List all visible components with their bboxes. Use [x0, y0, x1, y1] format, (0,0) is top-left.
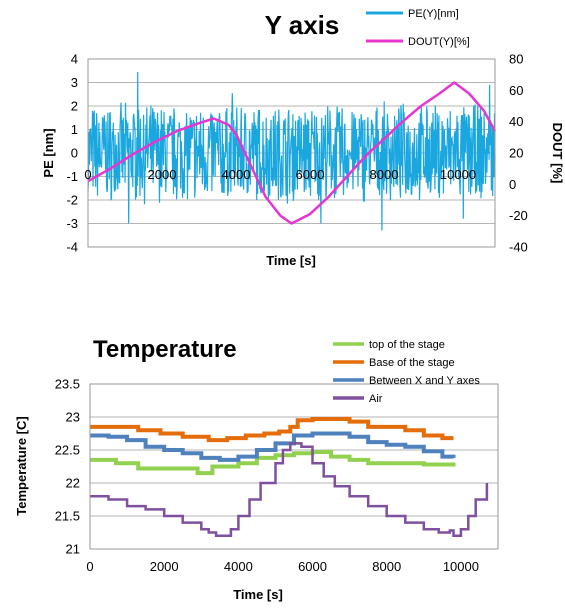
legend-label-between-axes: Between X and Y axes: [369, 375, 480, 387]
series-line-dout: [87, 81, 497, 225]
series-layer: [90, 417, 489, 538]
legend-label-air: Air: [369, 393, 383, 405]
legend: PE(Y)[nm] DOUT(Y)[%]: [366, 8, 470, 48]
x-axis-label: Time [s]: [233, 587, 283, 602]
y-tick-label: 4: [71, 52, 78, 67]
x-tick-label: 0: [86, 559, 93, 574]
y2-tick-label: -20: [509, 208, 528, 223]
legend-label-pe: PE(Y)[nm]: [408, 8, 459, 20]
x-tick-label: 8000: [372, 559, 401, 574]
y2-tick-label: 60: [509, 83, 523, 98]
plot-area-frame: [87, 58, 496, 248]
y-tick-label: -2: [66, 193, 78, 208]
x-tick-label: 4000: [224, 559, 253, 574]
chart-title: Temperature: [93, 336, 237, 363]
y2-tick-labels: -40 -20 0 20 40 60 80: [509, 52, 528, 255]
y-tick-label: -4: [66, 240, 78, 255]
y-tick-label: 2: [71, 99, 78, 114]
x-axis-label: Time [s]: [266, 253, 316, 268]
y2-tick-label: 0: [509, 177, 516, 192]
x-tick-label: 10000: [440, 167, 476, 182]
y-tick-label: 0: [71, 146, 78, 161]
y-tick-label: -3: [66, 216, 78, 231]
x-tick-label: 6000: [298, 559, 327, 574]
x-tick-label: 6000: [296, 167, 325, 182]
y-tick-label: 21.5: [55, 509, 80, 524]
y-tick-label: 23: [66, 410, 80, 425]
y-tick-label: 21: [66, 542, 80, 557]
x-tick-label: 8000: [370, 167, 399, 182]
series-layer: [87, 71, 497, 231]
y-tick-labels: 21 21.5 22 22.5 23 23.5: [55, 377, 80, 557]
x-tick-label: 4000: [222, 167, 251, 182]
y2-tick-label: 20: [509, 146, 523, 161]
y-tick-label: 23.5: [55, 377, 80, 392]
x-tick-label: 2000: [148, 167, 177, 182]
y-tick-label: 22: [66, 476, 80, 491]
x-tick-label: 2000: [150, 559, 179, 574]
y-tick-labels: -4 -3 -2 -1 0 1 2 3 4: [66, 52, 78, 255]
plot-area-frame: [89, 383, 499, 550]
x-tick-labels: 0 2000 4000 6000 8000 10000: [84, 167, 476, 182]
y-axis-label: Temperature [C]: [14, 416, 29, 515]
legend-label-top-stage: top of the stage: [369, 339, 445, 351]
y-axis-label: PE [nm]: [41, 128, 56, 177]
y2-tick-label: 40: [509, 114, 523, 129]
chart-title: Y axis: [265, 10, 340, 40]
x-tick-labels: 0 2000 4000 6000 8000 10000: [86, 559, 479, 574]
series-line-top-stage: [90, 450, 456, 476]
legend-label-dout: DOUT(Y)[%]: [408, 36, 470, 48]
y-tick-label: -1: [66, 169, 78, 184]
y-tick-label: 1: [71, 122, 78, 137]
y-tick-label: 3: [71, 75, 78, 90]
chart-y-axis: 0 2000 4000 6000 8000 10000 -4 -3 -2 -1 0 1 2 3 4 -40…: [41, 8, 565, 268]
series-line-between-axes: [90, 431, 456, 462]
series-line-base-stage: [90, 417, 454, 443]
y2-tick-label: 80: [509, 52, 523, 67]
series-line-air: [90, 442, 489, 538]
legend: top of the stage Base of the stage Betwe…: [333, 339, 480, 405]
series-line-pe: [87, 71, 496, 231]
y2-tick-label: -40: [509, 240, 528, 255]
x-tick-label: 10000: [443, 559, 479, 574]
chart-temperature: 0 2000 4000 6000 8000 10000 21 21.5 22 22.5 23 23.…: [14, 336, 499, 602]
y2-axis-label: DOUT [%]: [550, 123, 565, 184]
y-tick-label: 22.5: [55, 443, 80, 458]
x-tick-label: 0: [84, 167, 91, 182]
legend-label-base-stage: Base of the stage: [369, 357, 455, 369]
